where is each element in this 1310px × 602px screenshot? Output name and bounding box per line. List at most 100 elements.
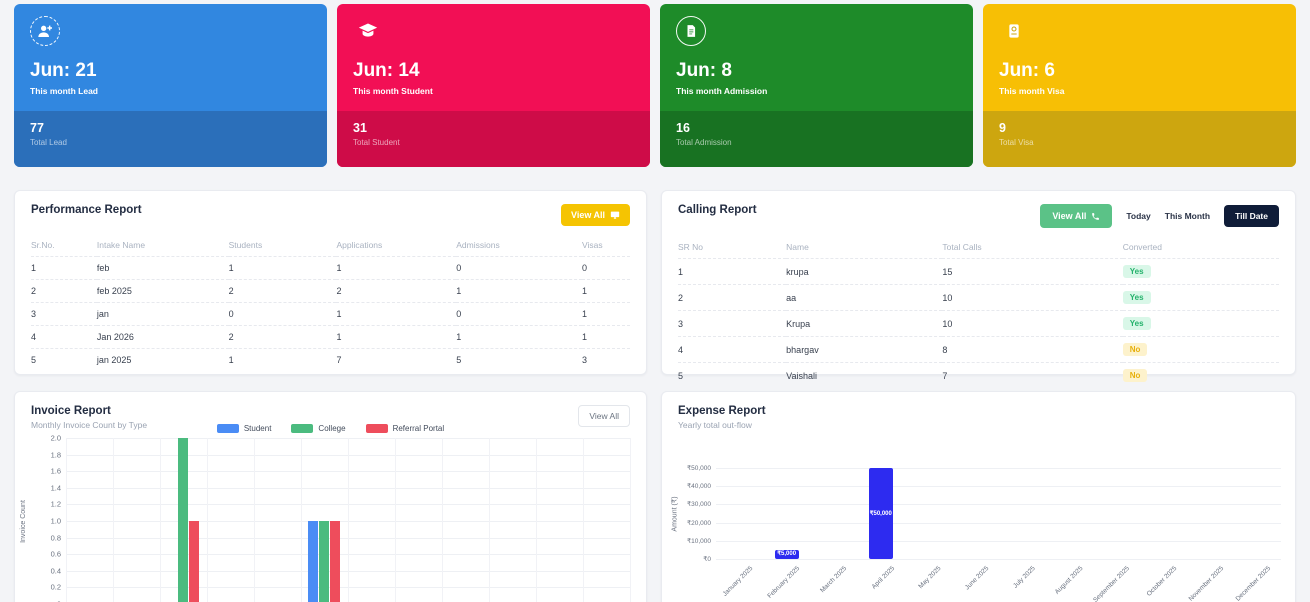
y-tick-label: ₹0 xyxy=(703,556,711,563)
gridline xyxy=(254,438,255,602)
total-label: Total Admission xyxy=(676,138,732,147)
performance-view-all-button[interactable]: View All xyxy=(560,204,630,226)
gridline xyxy=(301,438,302,602)
gridline xyxy=(716,504,1281,506)
y-tick-label: 1.6 xyxy=(50,466,61,476)
total-value: 31 xyxy=(353,121,367,135)
lead-stat-card[interactable]: Jun: 21 This month Lead 77 Total Lead xyxy=(14,4,327,167)
month-label: This month Lead xyxy=(30,86,98,96)
admission-stat-card[interactable]: Jun: 8 This month Admission 16 Total Adm… xyxy=(660,4,973,167)
converted-badge: Yes xyxy=(1122,317,1151,330)
invoice-bar-referral-portal[interactable] xyxy=(189,521,199,602)
performance-table: Sr.No. Intake Name Students Applications Adm… xyxy=(31,232,630,371)
invoice-view-all-button[interactable]: View All xyxy=(578,405,630,427)
x-axis-label: May 2025 xyxy=(917,565,943,591)
x-axis-label: June 2025 xyxy=(963,565,990,592)
y-tick-label: 1.4 xyxy=(50,483,61,493)
y-tick-label: 0.6 xyxy=(50,549,61,559)
invoice-bar-chart: 0 0.2 0.4 0.6 0.8 1.0 1.2 1.4 1.6 1.8 2.0 xyxy=(51,434,631,602)
view-all-label: View All xyxy=(570,210,605,220)
y-tick-label: ₹40,000 xyxy=(686,483,711,491)
column-header: Sr.No. xyxy=(31,240,55,250)
column-header: Total Calls xyxy=(942,242,982,252)
passport-icon xyxy=(999,16,1029,46)
calling-table: SR No Name Total Calls Converted 1 krupa 15 Ye… xyxy=(678,234,1279,388)
visa-stat-card[interactable]: Jun: 6 This month Visa 9 Total Visa xyxy=(983,4,1296,167)
y-tick-label: ₹50,000 xyxy=(686,465,711,472)
table-row: 5 jan 2025 1 7 5 3 xyxy=(31,348,630,371)
month-label: This month Visa xyxy=(999,86,1065,96)
y-tick-label: 0.2 xyxy=(50,582,61,592)
y-tick-label: 1.2 xyxy=(50,499,61,509)
filter-this-month-button[interactable]: This Month xyxy=(1164,211,1211,221)
user-plus-icon xyxy=(30,16,60,46)
column-header: Intake Name xyxy=(96,240,146,250)
gridline xyxy=(716,522,1281,524)
card-main: Jun: 8 This month Admission xyxy=(660,4,973,111)
x-axis-label: August 2025 xyxy=(1053,565,1085,596)
converted-badge: No xyxy=(1122,369,1148,382)
expense-y-axis-label: Amount (₹) xyxy=(672,495,679,532)
gridline xyxy=(716,540,1281,542)
y-tick-label: 0.4 xyxy=(50,566,61,576)
invoice-bar-student[interactable] xyxy=(308,521,318,602)
expense-bar[interactable]: ₹5,000 xyxy=(774,549,799,559)
panel-subtitle: Monthly Invoice Count by Type xyxy=(31,420,148,430)
card-footer: 77 Total Lead xyxy=(14,111,327,167)
month-value: Jun: 6 xyxy=(999,60,1055,81)
performance-report-panel: Performance Report View All Sr.No. Intake… xyxy=(14,190,647,375)
calling-filters: View All Today This Month Till Date xyxy=(1040,204,1279,228)
y-tick-label: 0.8 xyxy=(50,533,61,543)
filter-till-date-button[interactable]: Till Date xyxy=(1224,205,1279,227)
invoice-bar-college[interactable] xyxy=(178,438,188,602)
panel-title: Performance Report xyxy=(31,204,142,216)
card-footer: 31 Total Student xyxy=(337,111,650,167)
card-footer: 16 Total Admission xyxy=(660,111,973,167)
gridline xyxy=(160,438,161,602)
monitor-icon xyxy=(610,210,620,220)
x-axis-label: April 2025 xyxy=(870,565,896,591)
month-label: This month Admission xyxy=(676,86,768,96)
table-row: 1 krupa 15 Yes xyxy=(678,258,1279,285)
legend-swatch xyxy=(216,424,239,433)
legend-item: College xyxy=(291,424,346,433)
student-stat-card[interactable]: Jun: 14 This month Student 31 Total Stud… xyxy=(337,4,650,167)
x-axis-label: February 2025 xyxy=(766,565,802,600)
table-row: 2 aa 10 Yes xyxy=(678,284,1279,311)
expense-bar[interactable]: ₹50,000 xyxy=(868,468,893,559)
filter-today-button[interactable]: Today xyxy=(1126,211,1151,221)
converted-badge: Yes xyxy=(1122,291,1151,304)
gridline xyxy=(716,559,1281,560)
calling-view-all-button[interactable]: View All xyxy=(1040,204,1113,228)
month-value: Jun: 21 xyxy=(30,60,97,81)
table-row: 5 Vaishali 7 No xyxy=(678,362,1279,388)
total-label: Total Visa xyxy=(999,138,1034,147)
gridline xyxy=(716,486,1281,488)
y-tick-label: ₹10,000 xyxy=(686,537,711,545)
card-footer: 9 Total Visa xyxy=(983,111,1296,167)
phone-icon xyxy=(1091,212,1100,221)
column-header: SR No xyxy=(678,242,704,252)
stat-cards-row: Jun: 21 This month Lead 77 Total Lead Ju… xyxy=(14,4,1296,167)
gridline xyxy=(489,438,490,602)
expense-bar-chart: ₹0 ₹10,000 ₹20,000 ₹30,000 ₹40,000 ₹50,000 Jan… xyxy=(687,465,1281,602)
converted-badge: Yes xyxy=(1122,265,1151,278)
total-value: 16 xyxy=(676,121,690,135)
x-axis-label: December 2025 xyxy=(1234,565,1273,602)
y-tick-label: 0 xyxy=(57,600,61,602)
y-tick-label: 2.0 xyxy=(50,433,61,443)
invoice-bar-college[interactable] xyxy=(319,521,329,602)
legend-swatch xyxy=(365,424,388,433)
column-header: Visas xyxy=(582,240,603,250)
y-tick-label: 1.0 xyxy=(50,516,61,526)
gridline xyxy=(348,438,349,602)
table-row: 4 Jan 2026 2 1 1 1 xyxy=(31,325,630,349)
legend-label: Student xyxy=(243,424,272,433)
gridline xyxy=(583,438,584,602)
invoice-bar-referral-portal[interactable] xyxy=(330,521,340,602)
table-row: 2 feb 2025 2 2 1 1 xyxy=(31,279,630,303)
panel-title: Expense Report xyxy=(678,405,766,417)
x-axis-label: September 2025 xyxy=(1092,565,1132,602)
card-main: Jun: 6 This month Visa xyxy=(983,4,1296,111)
calling-report-panel: Calling Report View All Today This Month… xyxy=(661,190,1296,388)
